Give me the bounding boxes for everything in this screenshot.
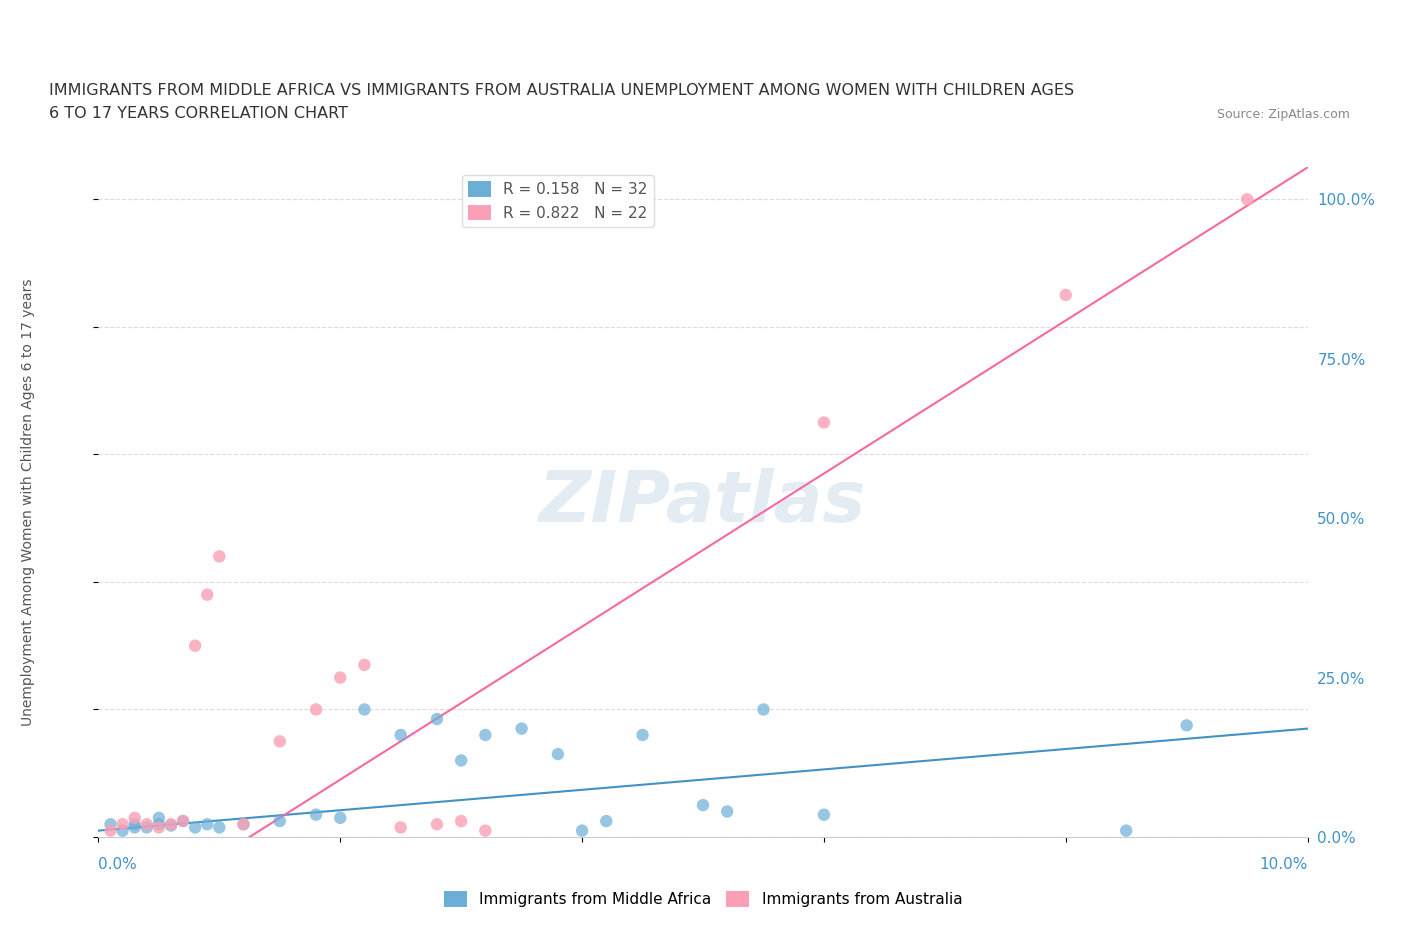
Point <box>474 727 496 742</box>
Point <box>269 734 291 749</box>
Point <box>389 727 412 742</box>
Point <box>269 814 291 829</box>
Point <box>124 817 146 831</box>
Point <box>305 807 328 822</box>
Point <box>389 820 412 835</box>
Point <box>716 804 738 819</box>
Legend: R = 0.158   N = 32, R = 0.822   N = 22: R = 0.158 N = 32, R = 0.822 N = 22 <box>463 175 654 227</box>
Point <box>813 807 835 822</box>
Point <box>195 587 218 602</box>
Point <box>329 671 352 685</box>
Text: 10.0%: 10.0% <box>1260 857 1308 872</box>
Point <box>450 753 472 768</box>
Point <box>195 817 218 831</box>
Point <box>148 810 170 825</box>
Point <box>100 823 122 838</box>
Legend: Immigrants from Middle Africa, Immigrants from Australia: Immigrants from Middle Africa, Immigrant… <box>437 884 969 913</box>
Point <box>450 814 472 829</box>
Point <box>1175 718 1198 733</box>
Point <box>160 817 183 831</box>
Point <box>208 820 231 835</box>
Point <box>124 810 146 825</box>
Point <box>752 702 775 717</box>
Point <box>184 820 207 835</box>
Point <box>160 818 183 833</box>
Point <box>124 820 146 835</box>
Text: 0.0%: 0.0% <box>98 857 138 872</box>
Text: Unemployment Among Women with Children Ages 6 to 17 years: Unemployment Among Women with Children A… <box>21 278 35 726</box>
Point <box>111 823 134 838</box>
Point <box>595 814 617 829</box>
Point <box>148 820 170 835</box>
Point <box>631 727 654 742</box>
Point <box>426 711 449 726</box>
Point <box>571 823 593 838</box>
Point <box>184 638 207 653</box>
Point <box>1236 192 1258 206</box>
Point <box>353 702 375 717</box>
Text: ZIPatlas: ZIPatlas <box>540 468 866 537</box>
Point <box>172 814 194 829</box>
Point <box>100 817 122 831</box>
Point <box>353 658 375 672</box>
Point <box>208 549 231 564</box>
Point <box>148 817 170 831</box>
Point <box>692 798 714 813</box>
Point <box>135 820 157 835</box>
Point <box>329 810 352 825</box>
Point <box>1054 287 1077 302</box>
Point <box>813 415 835 430</box>
Point <box>474 823 496 838</box>
Text: 6 TO 17 YEARS CORRELATION CHART: 6 TO 17 YEARS CORRELATION CHART <box>49 106 349 121</box>
Point <box>305 702 328 717</box>
Point <box>232 817 254 831</box>
Point <box>232 817 254 831</box>
Point <box>547 747 569 762</box>
Text: IMMIGRANTS FROM MIDDLE AFRICA VS IMMIGRANTS FROM AUSTRALIA UNEMPLOYMENT AMONG WO: IMMIGRANTS FROM MIDDLE AFRICA VS IMMIGRA… <box>49 83 1074 98</box>
Text: Source: ZipAtlas.com: Source: ZipAtlas.com <box>1216 108 1350 121</box>
Point <box>510 721 533 736</box>
Point <box>1115 823 1137 838</box>
Point <box>111 817 134 831</box>
Point <box>172 814 194 829</box>
Point <box>426 817 449 831</box>
Point <box>135 817 157 831</box>
